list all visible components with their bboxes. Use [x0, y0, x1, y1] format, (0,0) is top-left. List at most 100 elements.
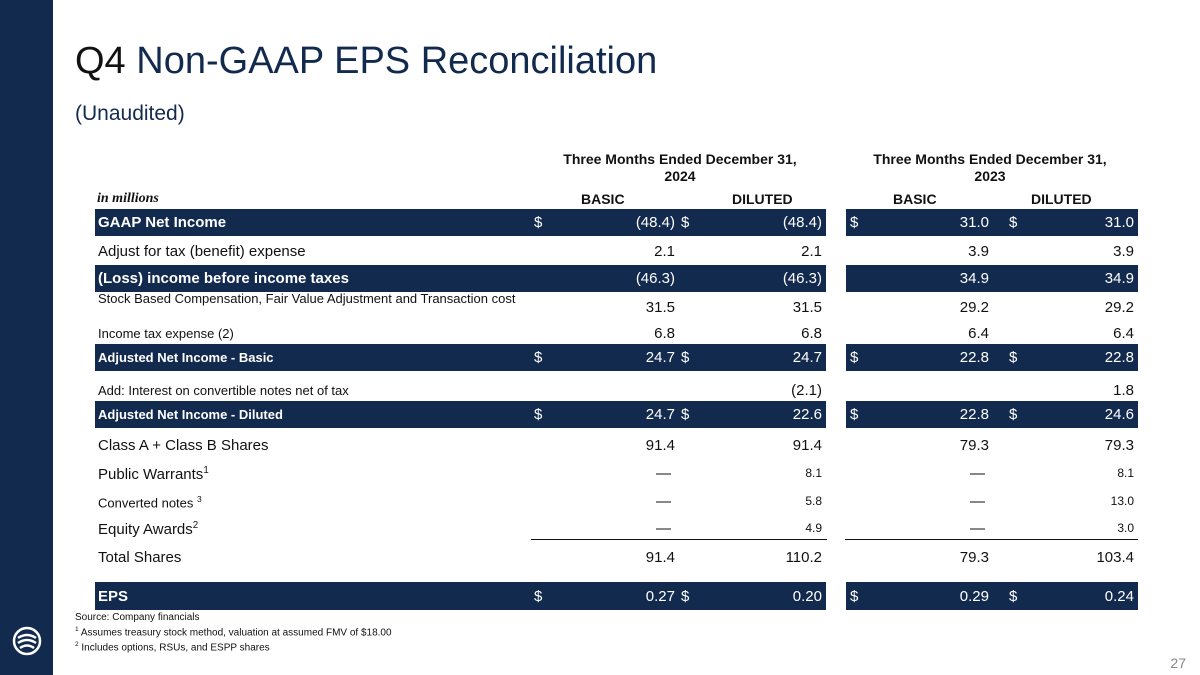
- value-d23: 79.3: [1104, 436, 1134, 454]
- dollar-sign: $: [850, 214, 859, 231]
- value-d24: 24.7: [792, 349, 822, 366]
- row-highlight-band: [846, 401, 1138, 428]
- value-d24: 5.8: [805, 494, 822, 508]
- table-row: Converted notes 3 — 5.8 — 13.0: [95, 487, 1138, 515]
- row-label: Adjusted Net Income - Diluted: [98, 407, 283, 422]
- value-d24: 6.8: [801, 324, 822, 342]
- value-d23: 22.8: [1104, 349, 1134, 366]
- value-b24: —: [656, 492, 671, 510]
- dollar-sign: $: [681, 349, 690, 366]
- table-row: EPS $0.27 $0.20 $0.29 $0.24: [95, 582, 1138, 610]
- row-label: Equity Awards2: [98, 519, 199, 538]
- row-highlight-band: [95, 209, 826, 236]
- table-row: Adjust for tax (benefit) expense 2.1 2.1 3.…: [95, 237, 1138, 265]
- value-b23: 29.2: [959, 298, 989, 316]
- value-d23: 34.9: [1104, 270, 1134, 287]
- value-d23: 3.9: [1113, 242, 1134, 260]
- units-label: in millions: [97, 191, 159, 206]
- footnotes: Source: Company financials 1 Assumes tre…: [75, 612, 392, 655]
- row-label: Class A + Class B Shares: [98, 436, 269, 454]
- value-d24: (48.4): [782, 214, 822, 231]
- dollar-sign: $: [681, 214, 690, 231]
- value-b23: —: [970, 519, 985, 537]
- value-d23: 24.6: [1104, 406, 1134, 423]
- total-underline-2024: [531, 539, 827, 540]
- dollar-sign: $: [1009, 406, 1018, 423]
- dollar-sign: $: [534, 214, 543, 231]
- page-number: 27: [1170, 655, 1186, 671]
- row-highlight-band: [846, 582, 1138, 610]
- col-basic-2023: BASIC: [893, 191, 937, 207]
- row-label: Stock Based Compensation, Fair Value Adj…: [98, 291, 516, 306]
- dollar-sign: $: [850, 349, 859, 366]
- value-d24: 4.9: [805, 521, 822, 535]
- value-b23: 0.29: [959, 587, 989, 605]
- value-b23: —: [970, 464, 985, 482]
- value-b23: 22.8: [959, 406, 989, 423]
- table-row: Adjusted Net Income - Diluted $24.7 $22.6 $…: [95, 401, 1138, 428]
- dollar-sign: $: [1009, 214, 1018, 231]
- dollar-sign: $: [850, 406, 859, 423]
- row-label: Income tax expense (2): [98, 325, 234, 341]
- table-row: GAAP Net Income $ (48.4) $ (48.4) $31.0 $31.0: [95, 209, 1138, 236]
- value-b23: 79.3: [959, 548, 989, 566]
- dollar-sign: $: [850, 587, 859, 605]
- value-d24: (46.3): [782, 270, 822, 287]
- value-b24: 91.4: [645, 548, 675, 566]
- value-b23: 6.4: [968, 324, 989, 342]
- row-label: EPS: [98, 587, 129, 605]
- row-label: Adjusted Net Income - Basic: [98, 350, 274, 365]
- row-highlight-band: [846, 344, 1138, 371]
- row-highlight-band: [846, 265, 1138, 292]
- table-row: Income tax expense (2) 6.8 6.8 6.4 6.4: [95, 322, 1138, 344]
- value-b24: (46.3): [635, 270, 675, 287]
- dollar-sign: $: [681, 587, 690, 605]
- dollar-sign: $: [681, 406, 690, 423]
- value-d23: 103.4: [1096, 548, 1134, 566]
- left-sidebar-bar: [0, 0, 53, 675]
- row-label: Total Shares: [98, 548, 182, 566]
- table-row: Total Shares 91.4 110.2 79.3 103.4: [95, 543, 1138, 571]
- value-d23: 13.0: [1110, 494, 1134, 508]
- value-d23: 0.24: [1104, 587, 1134, 605]
- value-d24: 31.5: [792, 298, 822, 316]
- footnote-2: 2 Includes options, RSUs, and ESPP share…: [75, 641, 270, 654]
- dollar-sign: $: [1009, 349, 1018, 366]
- value-b23: 31.0: [959, 214, 989, 231]
- value-d24: 2.1: [801, 242, 822, 260]
- value-d23: 6.4: [1113, 324, 1134, 342]
- value-b24: 2.1: [654, 242, 675, 260]
- value-b24: —: [656, 464, 671, 482]
- value-b23: —: [970, 492, 985, 510]
- value-d24: 91.4: [792, 436, 822, 454]
- value-d23: 8.1: [1117, 466, 1134, 480]
- row-highlight-band: [95, 344, 826, 371]
- value-b24: 31.5: [645, 298, 675, 316]
- col-basic-2024: BASIC: [581, 191, 625, 207]
- page-subtitle: (Unaudited): [75, 102, 185, 125]
- footnote-1: 1 Assumes treasury stock method, valuati…: [75, 626, 392, 639]
- table-row: Equity Awards2 — 4.9 — 3.0: [95, 514, 1138, 542]
- col-diluted-2024: DILUTED: [732, 191, 793, 207]
- value-d23: 1.8: [1113, 381, 1134, 399]
- dollar-sign: $: [534, 587, 543, 605]
- value-b24: —: [656, 519, 671, 537]
- table-row: Public Warrants1 — 8.1 — 8.1: [95, 459, 1138, 487]
- value-b24: 6.8: [654, 324, 675, 342]
- value-b24: (48.4): [635, 214, 675, 231]
- value-b24: 0.27: [645, 587, 675, 605]
- period-header-2024: Three Months Ended December 31, 2024: [563, 151, 797, 184]
- value-d24: (2.1): [791, 381, 822, 399]
- value-d23: 3.0: [1117, 521, 1134, 535]
- row-label: Adjust for tax (benefit) expense: [98, 242, 306, 260]
- dollar-sign: $: [1009, 587, 1018, 605]
- value-b24: 91.4: [645, 436, 675, 454]
- table-row: Add: Interest on convertible notes net o…: [95, 376, 1138, 404]
- value-d23: 31.0: [1104, 214, 1134, 231]
- value-b23: 3.9: [968, 242, 989, 260]
- total-underline-2023: [845, 539, 1138, 540]
- row-label: (Loss) income before income taxes: [98, 270, 349, 287]
- row-label: GAAP Net Income: [98, 214, 227, 231]
- value-b24: 24.7: [645, 406, 675, 423]
- row-highlight-band: [95, 582, 826, 610]
